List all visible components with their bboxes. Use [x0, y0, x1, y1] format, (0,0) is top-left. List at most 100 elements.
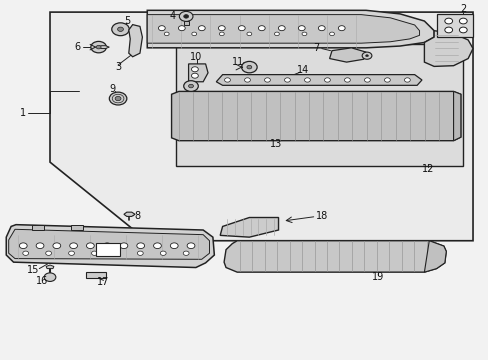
Circle shape: [274, 32, 279, 36]
Circle shape: [458, 18, 466, 24]
Circle shape: [45, 251, 51, 255]
Circle shape: [191, 32, 196, 36]
Circle shape: [278, 26, 285, 31]
Text: 2: 2: [459, 4, 466, 14]
Circle shape: [364, 78, 369, 82]
Text: 14: 14: [296, 65, 308, 75]
Circle shape: [219, 32, 224, 36]
Polygon shape: [216, 75, 421, 85]
Polygon shape: [71, 225, 82, 230]
Circle shape: [338, 26, 345, 31]
Text: 19: 19: [371, 272, 384, 282]
Polygon shape: [50, 12, 472, 241]
Bar: [96, 243, 119, 256]
Polygon shape: [453, 91, 460, 141]
Circle shape: [444, 27, 452, 33]
Text: 17: 17: [97, 277, 109, 287]
Polygon shape: [98, 46, 109, 49]
Circle shape: [91, 41, 106, 53]
Circle shape: [258, 26, 264, 31]
Text: 5: 5: [123, 16, 130, 26]
Polygon shape: [329, 48, 366, 62]
Text: 6: 6: [75, 42, 81, 52]
Text: 13: 13: [269, 139, 282, 149]
Circle shape: [264, 78, 270, 82]
Circle shape: [91, 251, 97, 255]
Circle shape: [188, 84, 193, 88]
Circle shape: [153, 243, 161, 249]
Text: 4: 4: [170, 11, 176, 21]
Polygon shape: [6, 225, 214, 267]
Polygon shape: [424, 31, 472, 66]
Circle shape: [246, 32, 251, 36]
Circle shape: [324, 78, 330, 82]
Circle shape: [238, 26, 244, 31]
Circle shape: [114, 251, 120, 255]
Circle shape: [191, 67, 198, 72]
Text: 15: 15: [27, 265, 39, 275]
Polygon shape: [188, 64, 207, 82]
Circle shape: [103, 243, 111, 249]
Polygon shape: [147, 15, 419, 43]
Circle shape: [137, 243, 144, 249]
Polygon shape: [123, 212, 135, 216]
Circle shape: [191, 73, 198, 78]
Polygon shape: [183, 21, 188, 24]
Polygon shape: [147, 10, 433, 48]
Text: 9: 9: [109, 84, 115, 94]
Polygon shape: [424, 241, 446, 272]
Circle shape: [86, 243, 94, 249]
Circle shape: [329, 32, 334, 36]
Circle shape: [365, 55, 368, 57]
Circle shape: [160, 251, 166, 255]
Circle shape: [244, 78, 250, 82]
Text: 8: 8: [134, 211, 141, 221]
Circle shape: [183, 81, 198, 91]
Polygon shape: [46, 265, 54, 269]
Text: 12: 12: [421, 164, 434, 174]
Circle shape: [68, 251, 74, 255]
Circle shape: [115, 96, 121, 101]
Polygon shape: [9, 229, 209, 259]
Circle shape: [458, 27, 466, 33]
Circle shape: [117, 27, 123, 31]
Circle shape: [384, 78, 389, 82]
Text: 3: 3: [115, 63, 121, 72]
Circle shape: [224, 78, 230, 82]
Text: 11: 11: [231, 57, 244, 67]
Circle shape: [23, 251, 29, 255]
Circle shape: [218, 26, 225, 31]
Circle shape: [179, 12, 193, 21]
Circle shape: [318, 26, 325, 31]
Circle shape: [96, 45, 101, 49]
Circle shape: [304, 78, 310, 82]
Circle shape: [36, 243, 44, 249]
Circle shape: [444, 18, 452, 24]
Circle shape: [362, 52, 371, 59]
Polygon shape: [171, 91, 460, 141]
Circle shape: [44, 273, 56, 282]
Circle shape: [120, 243, 127, 249]
Circle shape: [109, 92, 126, 105]
Text: 18: 18: [316, 211, 328, 221]
Circle shape: [187, 243, 195, 249]
Circle shape: [404, 78, 409, 82]
Circle shape: [298, 26, 305, 31]
Circle shape: [284, 78, 290, 82]
Circle shape: [20, 243, 27, 249]
Polygon shape: [86, 272, 106, 278]
Text: 10: 10: [189, 52, 202, 62]
Circle shape: [178, 26, 185, 31]
Polygon shape: [224, 241, 446, 272]
Circle shape: [183, 251, 189, 255]
Circle shape: [70, 243, 77, 249]
Text: 1: 1: [20, 108, 26, 118]
Circle shape: [241, 62, 257, 73]
Circle shape: [158, 26, 165, 31]
Circle shape: [164, 32, 169, 36]
Circle shape: [112, 23, 129, 36]
Circle shape: [246, 65, 251, 69]
Circle shape: [137, 251, 143, 255]
Circle shape: [183, 15, 188, 18]
Circle shape: [198, 26, 205, 31]
